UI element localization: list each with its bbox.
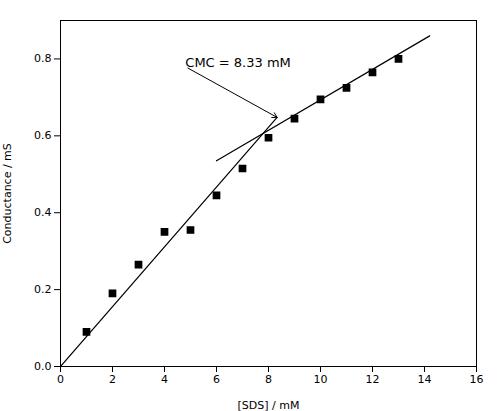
svg-text:8: 8 bbox=[265, 373, 272, 386]
svg-text:0.8: 0.8 bbox=[34, 52, 52, 65]
svg-text:16: 16 bbox=[470, 373, 484, 386]
svg-text:0.4: 0.4 bbox=[34, 206, 52, 219]
svg-text:14: 14 bbox=[418, 373, 432, 386]
svg-text:0: 0 bbox=[57, 373, 64, 386]
svg-text:4: 4 bbox=[161, 373, 168, 386]
svg-text:0.2: 0.2 bbox=[34, 283, 52, 296]
svg-text:10: 10 bbox=[314, 373, 328, 386]
svg-text:6: 6 bbox=[213, 373, 220, 386]
svg-text:12: 12 bbox=[366, 373, 380, 386]
svg-text:0.6: 0.6 bbox=[34, 129, 52, 142]
svg-text:0.0: 0.0 bbox=[34, 360, 52, 373]
svg-text:Conductance / mS: Conductance / mS bbox=[1, 143, 14, 244]
svg-text:2: 2 bbox=[109, 373, 116, 386]
svg-text:[SDS] / mM: [SDS] / mM bbox=[238, 399, 300, 411]
svg-text:CMC = 8.33 mM: CMC = 8.33 mM bbox=[185, 55, 290, 70]
